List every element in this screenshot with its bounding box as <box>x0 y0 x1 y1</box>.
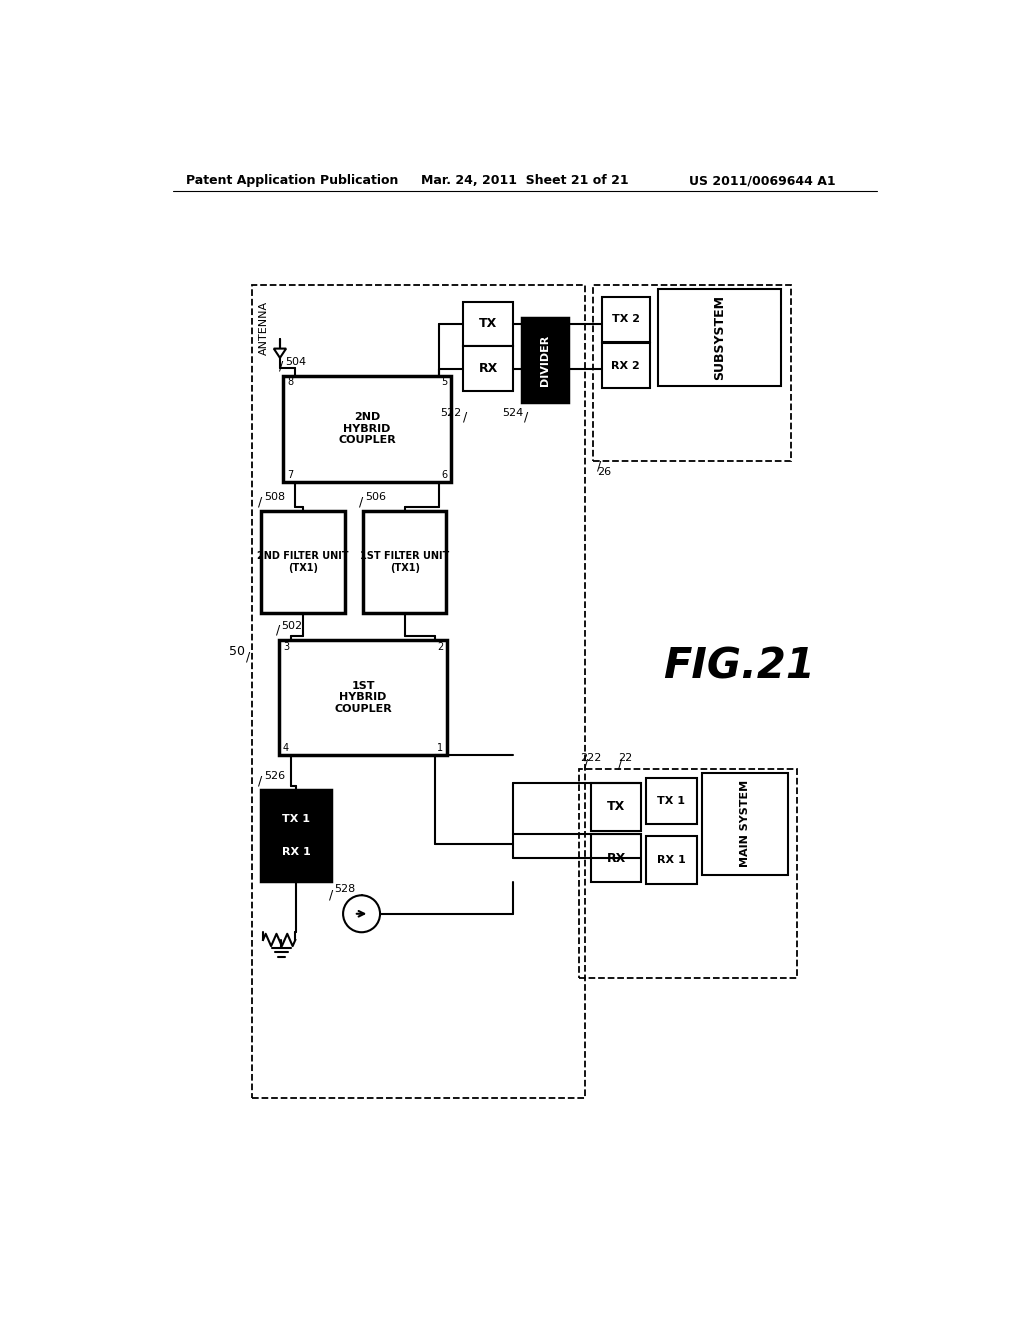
Text: SUBSYSTEM: SUBSYSTEM <box>713 294 726 380</box>
Text: 504: 504 <box>286 356 306 367</box>
Text: 7: 7 <box>287 470 293 480</box>
Text: RX: RX <box>478 362 498 375</box>
Bar <box>591 834 641 882</box>
Text: Mar. 24, 2011  Sheet 21 of 21: Mar. 24, 2011 Sheet 21 of 21 <box>421 174 629 187</box>
Text: US 2011/0069644 A1: US 2011/0069644 A1 <box>689 174 836 187</box>
Text: 6: 6 <box>441 470 447 480</box>
Bar <box>602 343 649 388</box>
Text: TX 2: TX 2 <box>611 314 640 325</box>
Bar <box>602 297 649 342</box>
Text: RX 1: RX 1 <box>282 846 310 857</box>
Bar <box>521 318 568 403</box>
Bar <box>463 302 513 346</box>
Bar <box>658 289 781 385</box>
Text: 22: 22 <box>618 754 633 763</box>
Bar <box>261 789 331 880</box>
Text: /: / <box>275 624 280 638</box>
Text: 502: 502 <box>282 620 303 631</box>
Polygon shape <box>273 348 286 358</box>
Text: 1ST
HYBRID
COUPLER: 1ST HYBRID COUPLER <box>334 681 392 714</box>
Bar <box>463 346 513 391</box>
Text: (TX1): (TX1) <box>288 564 318 573</box>
Text: TX: TX <box>607 800 626 813</box>
Text: 2ND
HYBRID
COUPLER: 2ND HYBRID COUPLER <box>338 412 396 445</box>
Text: TX 1: TX 1 <box>657 796 685 807</box>
Bar <box>591 783 641 830</box>
Text: /: / <box>258 774 262 787</box>
Text: RX: RX <box>606 851 626 865</box>
Text: 222: 222 <box>581 754 602 763</box>
Text: TX: TX <box>479 317 498 330</box>
Text: 528: 528 <box>335 884 356 894</box>
Text: 3: 3 <box>283 642 289 652</box>
Text: /: / <box>584 758 588 770</box>
Text: /: / <box>258 495 262 508</box>
Text: 4: 4 <box>283 743 289 754</box>
Text: 2: 2 <box>437 642 443 652</box>
Text: /: / <box>329 888 333 902</box>
Circle shape <box>343 895 380 932</box>
Text: 2ND FILTER UNIT: 2ND FILTER UNIT <box>257 550 349 561</box>
Text: /: / <box>618 758 623 770</box>
Bar <box>261 511 345 612</box>
Text: 506: 506 <box>366 492 386 502</box>
Text: DIVIDER: DIVIDER <box>540 334 550 385</box>
Bar <box>252 285 585 1098</box>
Text: 1: 1 <box>437 743 443 754</box>
Bar <box>593 285 792 461</box>
Text: 26: 26 <box>597 467 611 477</box>
Text: Patent Application Publication: Patent Application Publication <box>186 174 398 187</box>
Text: 8: 8 <box>287 378 293 388</box>
Text: /: / <box>463 411 467 424</box>
Text: /: / <box>597 459 601 473</box>
Text: /: / <box>246 651 251 664</box>
Text: /: / <box>280 360 284 372</box>
Text: 524: 524 <box>502 408 523 417</box>
Text: 508: 508 <box>264 492 285 502</box>
Text: 1ST FILTER UNIT: 1ST FILTER UNIT <box>360 550 450 561</box>
Bar <box>646 836 696 884</box>
Text: RX 1: RX 1 <box>657 855 686 865</box>
Bar <box>701 774 788 875</box>
Text: 5: 5 <box>440 378 447 388</box>
Text: (TX1): (TX1) <box>390 564 420 573</box>
Text: ANTENNA: ANTENNA <box>259 301 268 355</box>
Bar <box>364 511 446 612</box>
Text: /: / <box>359 495 364 508</box>
Bar <box>646 779 696 825</box>
Text: 50: 50 <box>228 644 245 657</box>
Bar <box>283 376 451 482</box>
Text: RX 2: RX 2 <box>611 360 640 371</box>
Text: /: / <box>524 411 528 424</box>
Bar <box>580 770 797 978</box>
Text: 522: 522 <box>440 408 462 417</box>
Text: MAIN SYSTEM: MAIN SYSTEM <box>740 780 750 867</box>
Text: TX 1: TX 1 <box>282 814 310 824</box>
Text: 526: 526 <box>264 771 285 781</box>
Text: FIG.21: FIG.21 <box>663 645 815 688</box>
Bar <box>280 640 447 755</box>
